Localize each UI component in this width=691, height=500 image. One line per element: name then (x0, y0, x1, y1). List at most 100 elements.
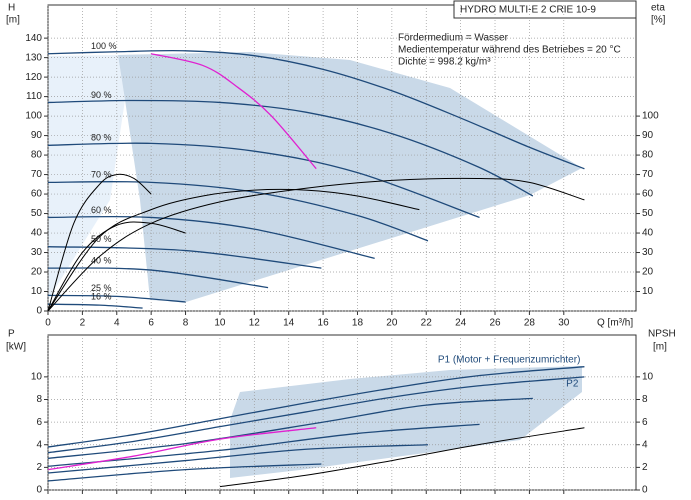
curve (47, 49, 585, 170)
curve-label: P2 (566, 379, 579, 390)
y2-tick-label: 80 (642, 150, 654, 161)
y2-axis-label: eta (651, 3, 665, 14)
curve (47, 444, 428, 474)
curve (151, 53, 317, 170)
y-tick-label: 6 (36, 417, 42, 428)
x-tick-label: 18 (352, 318, 364, 329)
chart-title: HYDRO MULTI-E 2 CRIE 10-9 (460, 5, 596, 16)
curve-label: 50 % (91, 234, 112, 244)
curve-label: P1 (Motor + Frequenzumrichter) (438, 354, 581, 365)
y-tick-label: 100 (25, 111, 42, 122)
shade-operating-range (118, 52, 582, 302)
y2-tick-label: 90 (642, 130, 654, 141)
y2-axis-label: NPSH (648, 329, 676, 340)
y-tick-label: 10 (31, 372, 43, 383)
curve (47, 221, 186, 312)
y-tick-label: 140 (25, 33, 42, 44)
y-tick-label: 20 (31, 267, 43, 278)
y-tick-label: 70 (31, 169, 43, 180)
x-tick-label: 28 (524, 318, 536, 329)
curve (47, 177, 585, 312)
x-tick-label: 20 (386, 318, 398, 329)
x-tick-label: 30 (558, 318, 570, 329)
annotation: Dichte = 998.2 kg/m³ (398, 57, 491, 68)
x-tick-label: 14 (283, 318, 295, 329)
curve (47, 366, 585, 448)
y2-tick-label: 20 (642, 267, 654, 278)
y2-axis-unit: [%] (651, 15, 666, 26)
y2-axis-unit: [m] (653, 342, 667, 353)
y2-tick-label: 2 (642, 462, 648, 473)
x-tick-label: 2 (80, 318, 86, 329)
x-tick-label: 12 (249, 318, 261, 329)
y-axis-label: H (8, 3, 15, 14)
curve-label: 80 % (91, 133, 112, 143)
title-box (453, 0, 637, 19)
curve-label: 25 % (91, 283, 112, 293)
y2-tick-label: 50 (642, 208, 654, 219)
curve-label: 60 % (91, 205, 112, 215)
y-tick-label: 120 (25, 72, 42, 83)
y2-tick-label: 100 (642, 111, 659, 122)
y-tick-label: 0 (36, 485, 42, 496)
y-tick-label: 10 (31, 286, 43, 297)
annotation: Medientemperatur während des Betriebes =… (398, 45, 621, 56)
y-tick-label: 110 (26, 91, 42, 102)
y2-tick-label: 70 (642, 169, 654, 180)
x-tick-label: 6 (148, 318, 154, 329)
curve (47, 99, 534, 197)
curve (47, 188, 420, 312)
y2-tick-label: 30 (642, 247, 654, 258)
x-tick-label: 8 (183, 318, 189, 329)
curve (47, 427, 317, 471)
y-tick-label: 130 (25, 52, 42, 63)
y2-tick-label: 60 (642, 189, 654, 200)
curve-label: 90 % (91, 90, 112, 100)
x-tick-label: 24 (455, 318, 467, 329)
curve (219, 427, 585, 488)
y-tick-label: 80 (31, 150, 43, 161)
y2-tick-label: 10 (642, 286, 654, 297)
y-axis-label: P (8, 329, 15, 340)
x-tick-label: 10 (214, 318, 226, 329)
curve (47, 294, 186, 303)
curve (47, 303, 143, 309)
curve-label: 40 % (91, 255, 112, 265)
curve (47, 173, 152, 312)
y-tick-label: 8 (36, 394, 42, 405)
curve (47, 267, 269, 289)
x-tick-label: 4 (114, 318, 120, 329)
y2-tick-label: 0 (642, 485, 648, 496)
x-tick-label: 16 (318, 318, 330, 329)
y2-tick-label: 8 (642, 394, 648, 405)
curve-label: 100 % (91, 41, 117, 51)
y-tick-label: 30 (31, 247, 43, 258)
y-tick-label: 40 (31, 228, 43, 239)
y-tick-label: 50 (31, 208, 43, 219)
curve (47, 180, 429, 242)
x-tick-label: 26 (489, 318, 501, 329)
curve (47, 463, 322, 482)
y-axis-unit: [m] (6, 15, 20, 26)
curve (47, 142, 480, 219)
y-tick-label: 60 (31, 189, 43, 200)
curve-label: 16 % (91, 292, 112, 302)
y-tick-label: 0 (36, 306, 42, 317)
y-tick-label: 90 (31, 130, 43, 141)
y2-tick-label: 40 (642, 228, 654, 239)
curve-label: 70 % (91, 170, 112, 180)
y-tick-label: 2 (36, 462, 42, 473)
curve (47, 397, 533, 459)
x-tick-label: 22 (421, 318, 433, 329)
curve (47, 215, 375, 260)
x-axis-label: Q [m³/h] (597, 318, 633, 329)
curve (47, 246, 322, 269)
y2-tick-label: 6 (642, 417, 648, 428)
curve (47, 376, 585, 454)
curve (47, 423, 480, 467)
y-tick-label: 4 (36, 439, 42, 450)
y2-tick-label: 4 (642, 439, 648, 450)
y-axis-unit: [kW] (6, 342, 26, 353)
y2-tick-label: 10 (642, 372, 654, 383)
